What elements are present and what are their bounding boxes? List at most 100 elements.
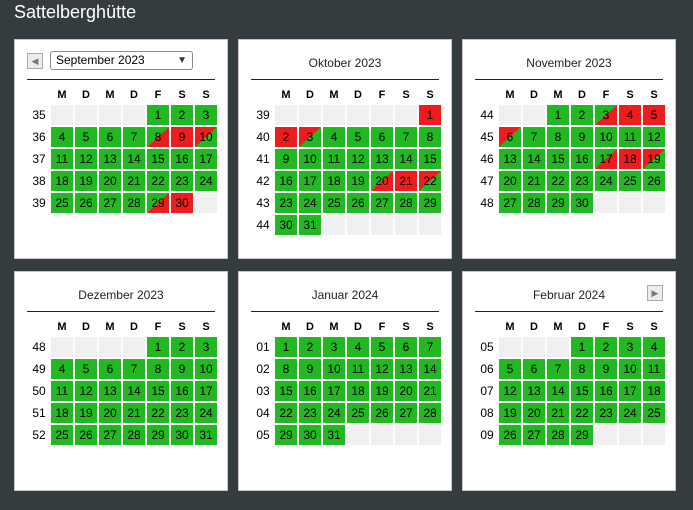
day-cell[interactable]: 8	[419, 127, 441, 147]
day-cell[interactable]: 18	[347, 381, 369, 401]
day-cell[interactable]: 30	[571, 193, 593, 213]
day-cell[interactable]: 29	[547, 193, 569, 213]
day-cell[interactable]: 22	[275, 403, 297, 423]
day-cell[interactable]: 9	[571, 127, 593, 147]
day-cell[interactable]: 28	[419, 403, 441, 423]
day-cell[interactable]: 25	[51, 193, 73, 213]
day-cell[interactable]: 24	[619, 403, 641, 423]
day-cell[interactable]: 21	[547, 403, 569, 423]
day-cell[interactable]: 19	[643, 149, 665, 169]
day-cell[interactable]: 26	[75, 193, 97, 213]
day-cell[interactable]: 7	[547, 359, 569, 379]
day-cell[interactable]: 1	[147, 105, 169, 125]
day-cell[interactable]: 29	[571, 425, 593, 445]
day-cell[interactable]: 28	[547, 425, 569, 445]
day-cell[interactable]: 11	[51, 149, 73, 169]
day-cell[interactable]: 10	[299, 149, 321, 169]
day-cell[interactable]: 21	[419, 381, 441, 401]
day-cell[interactable]: 20	[395, 381, 417, 401]
day-cell[interactable]: 4	[323, 127, 345, 147]
day-cell[interactable]: 26	[347, 193, 369, 213]
day-cell[interactable]: 1	[571, 337, 593, 357]
day-cell[interactable]: 3	[619, 337, 641, 357]
day-cell[interactable]: 24	[195, 171, 217, 191]
day-cell[interactable]: 26	[371, 403, 393, 423]
day-cell[interactable]: 12	[75, 149, 97, 169]
day-cell[interactable]: 21	[123, 403, 145, 423]
next-month-button[interactable]: ▶	[647, 285, 663, 301]
day-cell[interactable]: 8	[571, 359, 593, 379]
day-cell[interactable]: 25	[643, 403, 665, 423]
day-cell[interactable]: 12	[371, 359, 393, 379]
day-cell[interactable]: 25	[619, 171, 641, 191]
day-cell[interactable]: 10	[619, 359, 641, 379]
day-cell[interactable]: 10	[595, 127, 617, 147]
day-cell[interactable]: 25	[347, 403, 369, 423]
day-cell[interactable]: 31	[299, 215, 321, 235]
day-cell[interactable]: 14	[547, 381, 569, 401]
day-cell[interactable]: 2	[171, 337, 193, 357]
day-cell[interactable]: 5	[643, 105, 665, 125]
day-cell[interactable]: 6	[371, 127, 393, 147]
day-cell[interactable]: 20	[499, 171, 521, 191]
day-cell[interactable]: 12	[499, 381, 521, 401]
day-cell[interactable]: 27	[523, 425, 545, 445]
day-cell[interactable]: 17	[299, 171, 321, 191]
day-cell[interactable]: 14	[123, 149, 145, 169]
day-cell[interactable]: 24	[323, 403, 345, 423]
day-cell[interactable]: 22	[147, 171, 169, 191]
day-cell[interactable]: 12	[75, 381, 97, 401]
day-cell[interactable]: 13	[499, 149, 521, 169]
day-cell[interactable]: 13	[523, 381, 545, 401]
day-cell[interactable]: 22	[571, 403, 593, 423]
day-cell[interactable]: 12	[347, 149, 369, 169]
day-cell[interactable]: 23	[299, 403, 321, 423]
day-cell[interactable]: 2	[595, 337, 617, 357]
day-cell[interactable]: 4	[643, 337, 665, 357]
day-cell[interactable]: 12	[643, 127, 665, 147]
day-cell[interactable]: 11	[643, 359, 665, 379]
day-cell[interactable]: 14	[523, 149, 545, 169]
day-cell[interactable]: 5	[371, 337, 393, 357]
day-cell[interactable]: 7	[123, 127, 145, 147]
day-cell[interactable]: 5	[347, 127, 369, 147]
day-cell[interactable]: 11	[347, 359, 369, 379]
day-cell[interactable]: 19	[75, 171, 97, 191]
day-cell[interactable]: 6	[395, 337, 417, 357]
day-cell[interactable]: 6	[99, 359, 121, 379]
day-cell[interactable]: 18	[619, 149, 641, 169]
day-cell[interactable]: 11	[323, 149, 345, 169]
day-cell[interactable]: 24	[595, 171, 617, 191]
day-cell[interactable]: 13	[371, 149, 393, 169]
day-cell[interactable]: 17	[595, 149, 617, 169]
day-cell[interactable]: 14	[419, 359, 441, 379]
day-cell[interactable]: 10	[195, 127, 217, 147]
day-cell[interactable]: 7	[523, 127, 545, 147]
day-cell[interactable]: 8	[547, 127, 569, 147]
day-cell[interactable]: 2	[299, 337, 321, 357]
day-cell[interactable]: 17	[195, 149, 217, 169]
day-cell[interactable]: 27	[99, 193, 121, 213]
day-cell[interactable]: 9	[171, 359, 193, 379]
day-cell[interactable]: 15	[147, 381, 169, 401]
day-cell[interactable]: 3	[299, 127, 321, 147]
day-cell[interactable]: 19	[499, 403, 521, 423]
day-cell[interactable]: 3	[195, 105, 217, 125]
day-cell[interactable]: 28	[395, 193, 417, 213]
day-cell[interactable]: 16	[299, 381, 321, 401]
day-cell[interactable]: 15	[571, 381, 593, 401]
prev-month-button[interactable]: ◀	[27, 53, 43, 69]
day-cell[interactable]: 18	[323, 171, 345, 191]
day-cell[interactable]: 31	[195, 425, 217, 445]
day-cell[interactable]: 7	[419, 337, 441, 357]
day-cell[interactable]: 23	[571, 171, 593, 191]
day-cell[interactable]: 2	[571, 105, 593, 125]
day-cell[interactable]: 26	[643, 171, 665, 191]
day-cell[interactable]: 29	[275, 425, 297, 445]
day-cell[interactable]: 18	[51, 171, 73, 191]
day-cell[interactable]: 27	[371, 193, 393, 213]
day-cell[interactable]: 20	[99, 403, 121, 423]
day-cell[interactable]: 16	[171, 149, 193, 169]
day-cell[interactable]: 3	[595, 105, 617, 125]
day-cell[interactable]: 14	[123, 381, 145, 401]
